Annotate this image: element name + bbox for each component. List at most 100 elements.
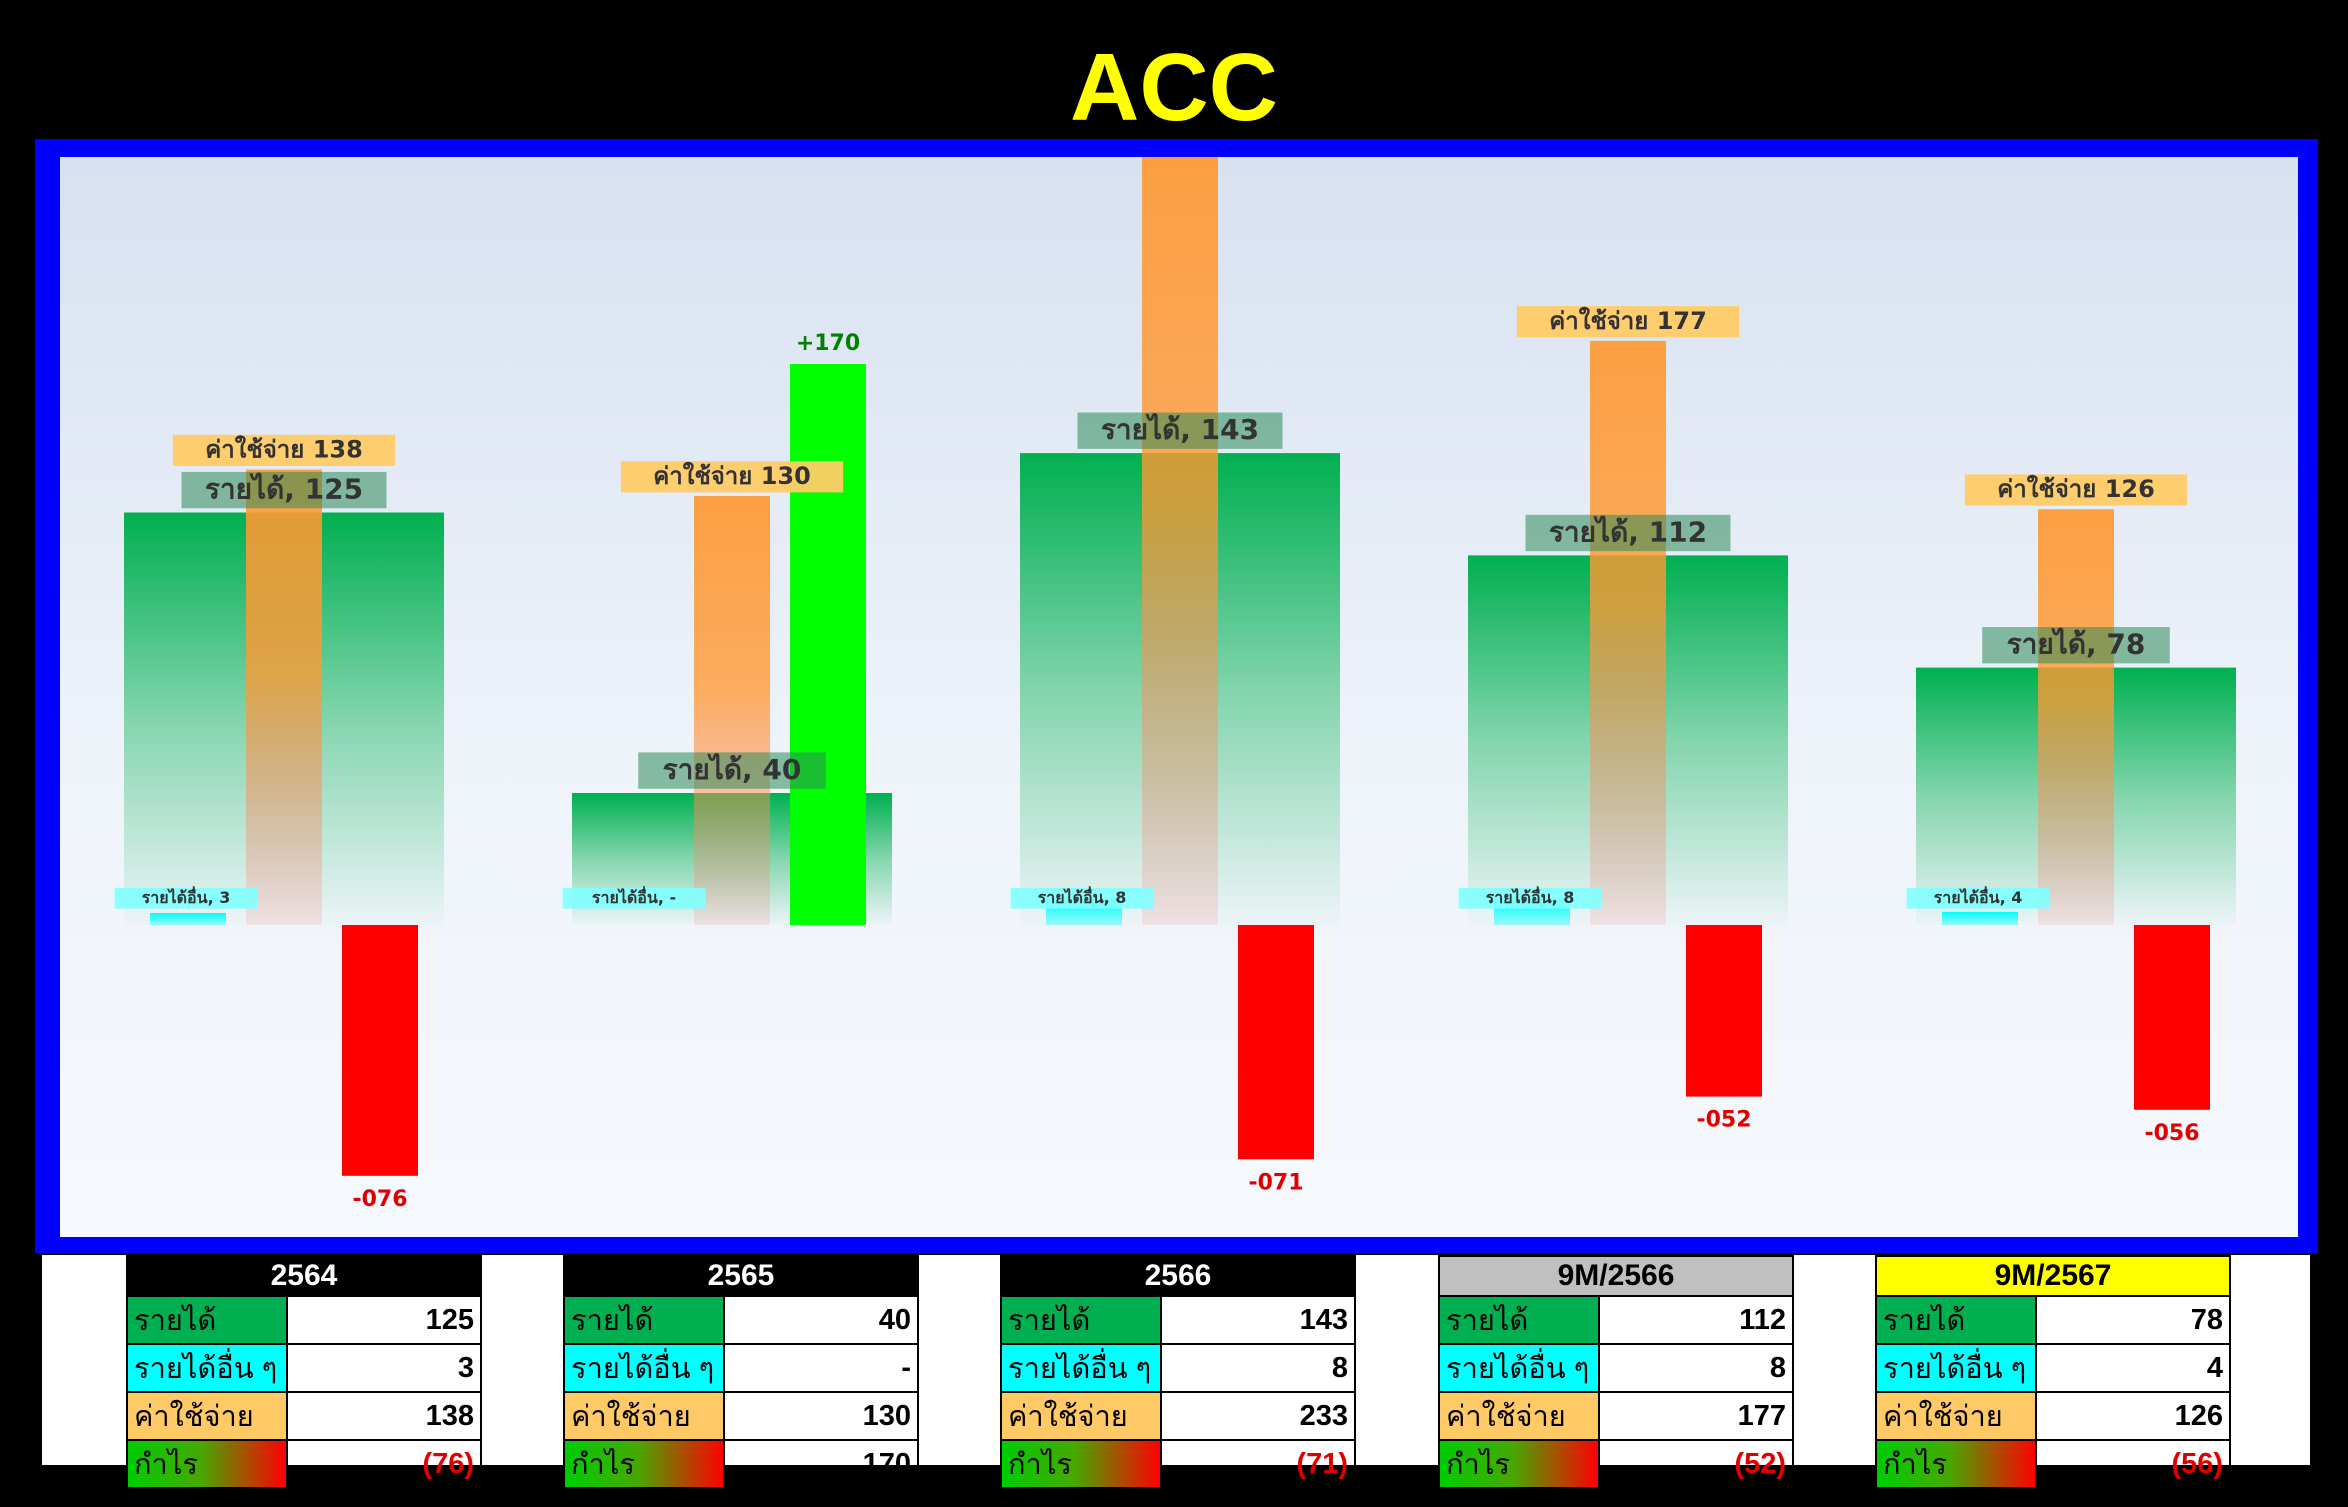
label-expense: ค่าใช้จ่าย 126: [1997, 474, 2155, 503]
label-revenue: รายได้, 40: [663, 753, 802, 786]
table-row: กำไร (56): [1875, 1439, 2231, 1489]
table-row: รายได้ 125: [126, 1295, 482, 1345]
label-revenue-bg: [181, 471, 387, 509]
row-label: ค่าใช้จ่าย: [1875, 1391, 2037, 1441]
row-value: 177: [1598, 1391, 1794, 1441]
row-value: 130: [723, 1391, 919, 1441]
table-row: กำไร (76): [126, 1439, 482, 1489]
label-other-income-bg: [1906, 887, 2050, 909]
row-value: 78: [2035, 1295, 2231, 1345]
row-label: รายได้อื่น ๆ: [1438, 1343, 1600, 1393]
table-row: ค่าใช้จ่าย 138: [126, 1391, 482, 1441]
label-loss: -076: [352, 1187, 407, 1212]
bar-expense: [246, 469, 322, 925]
label-revenue-bg: [1982, 627, 2170, 664]
table-row: ค่าใช้จ่าย 130: [563, 1391, 919, 1441]
row-label: รายได้อื่น ๆ: [563, 1343, 725, 1393]
row-label: รายได้: [1438, 1295, 1600, 1345]
label-other-income: รายได้อื่น, 3: [142, 886, 231, 907]
summary-tables: 2564 รายได้ 125 รายได้อื่น ๆ 3 ค่าใช้จ่าย 138 ก…: [42, 1255, 2310, 1489]
label-expense: ค่าใช้จ่าย 138: [205, 435, 363, 464]
table-row: ค่าใช้จ่าย 177: [1438, 1391, 1794, 1441]
row-value: -: [723, 1343, 919, 1393]
label-revenue: รายได้, 125: [205, 473, 363, 506]
row-label: รายได้: [1875, 1295, 2037, 1345]
row-value: (52): [1598, 1439, 1794, 1489]
row-label: กำไร: [1438, 1439, 1600, 1489]
row-value: (76): [286, 1439, 482, 1489]
row-label: ค่าใช้จ่าย: [1438, 1391, 1600, 1441]
row-label: รายได้: [563, 1295, 725, 1345]
chart-svg: ค่าใช้จ่าย 138 รายได้, 125 รายได้อื่น, 3 -0…: [114, 157, 2236, 1212]
label-revenue: รายได้, 112: [1549, 515, 1707, 548]
row-label: รายได้อื่น ๆ: [126, 1343, 288, 1393]
label-loss: -071: [1248, 1170, 1303, 1195]
row-value: 8: [1598, 1343, 1794, 1393]
label-other-income: รายได้อื่น, 8: [1486, 886, 1575, 907]
row-label: รายได้อื่น ๆ: [1875, 1343, 2037, 1393]
table-row: กำไร (52): [1438, 1439, 1794, 1489]
table-row: รายได้ 143: [1000, 1295, 1356, 1345]
label-expense-bg: [620, 461, 844, 493]
chart-title: ACC: [1070, 34, 1278, 141]
row-label: กำไร: [1875, 1439, 2037, 1489]
label-other-income-bg: [1458, 887, 1602, 909]
label-revenue-bg: [1077, 412, 1283, 449]
bar-expense: [1142, 157, 1218, 926]
table-row: รายได้ 40: [563, 1295, 919, 1345]
table-row: ค่าใช้จ่าย 126: [1875, 1391, 2231, 1441]
table-row: กำไร 170: [563, 1439, 919, 1489]
summary-table-header: 2565: [563, 1255, 919, 1297]
row-value: 143: [1160, 1295, 1356, 1345]
summary-table-header: 9M/2567: [1875, 1255, 2231, 1297]
table-row: ค่าใช้จ่าย 233: [1000, 1391, 1356, 1441]
row-label: ค่าใช้จ่าย: [126, 1391, 288, 1441]
label-loss: -056: [2144, 1121, 2199, 1146]
row-value: 126: [2035, 1391, 2231, 1441]
label-other-income: รายได้อื่น, 4: [1934, 886, 2023, 907]
label-other-income: รายได้อื่น, -: [592, 886, 676, 907]
bar-profit: [790, 364, 866, 925]
table-row: รายได้ 112: [1438, 1295, 1794, 1345]
bar-loss: [2134, 925, 2210, 1110]
label-expense-bg: [172, 434, 396, 466]
label-revenue: รายได้, 143: [1101, 413, 1259, 446]
summary-table-0: 2564 รายได้ 125 รายได้อื่น ๆ 3 ค่าใช้จ่าย 138 ก…: [126, 1255, 482, 1489]
bar-loss: [1238, 925, 1314, 1160]
table-row: รายได้อื่น ๆ-: [563, 1343, 919, 1393]
label-other-income-bg: [1010, 887, 1154, 909]
label-expense-bg: [1964, 474, 2188, 506]
summary-table-header: 2564: [126, 1255, 482, 1297]
label-revenue-bg: [1525, 514, 1731, 552]
bar-expense: [694, 496, 770, 925]
row-label: กำไร: [126, 1439, 288, 1489]
label-other-income-bg: [562, 887, 706, 909]
bar-other-income: [1942, 911, 2018, 925]
row-value: 138: [286, 1391, 482, 1441]
summary-table-header: 2566: [1000, 1255, 1356, 1297]
label-expense: ค่าใช้จ่าย 177: [1549, 306, 1707, 335]
row-value: 112: [1598, 1295, 1794, 1345]
label-other-income: รายได้อื่น, 8: [1038, 886, 1127, 907]
row-value: 233: [1160, 1391, 1356, 1441]
row-label: รายได้อื่น ๆ: [1000, 1343, 1162, 1393]
table-row: กำไร (71): [1000, 1439, 1356, 1489]
label-expense-bg: [1516, 306, 1740, 338]
row-label: รายได้: [126, 1295, 288, 1345]
summary-table-1: 2565 รายได้ 40 รายได้อื่น ๆ - ค่าใช้จ่าย 130 กำ…: [563, 1255, 919, 1489]
bar-loss: [1686, 925, 1762, 1097]
row-label: รายได้: [1000, 1295, 1162, 1345]
row-value: 8: [1160, 1343, 1356, 1393]
row-value: 170: [723, 1439, 919, 1489]
row-value: (56): [2035, 1439, 2231, 1489]
label-profit: +170: [796, 331, 860, 356]
label-loss: -052: [1696, 1108, 1751, 1133]
summary-table-2: 2566 รายได้ 143 รายได้อื่น ๆ 8 ค่าใช้จ่าย 233 ก…: [1000, 1255, 1356, 1489]
row-label: ค่าใช้จ่าย: [563, 1391, 725, 1441]
label-other-income-bg: [114, 887, 258, 909]
row-label: กำไร: [563, 1439, 725, 1489]
plot-area: ค่าใช้จ่าย 138 รายได้, 125 รายได้อื่น, 3 -0…: [60, 157, 2298, 1237]
